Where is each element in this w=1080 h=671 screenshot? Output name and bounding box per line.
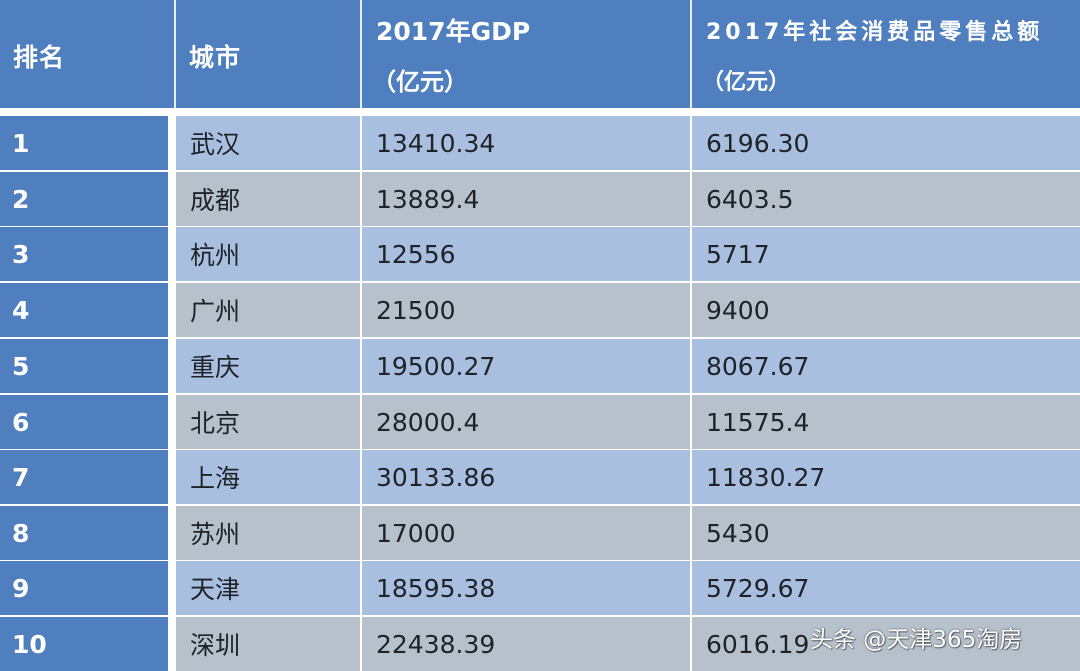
table-row: 7 上海 30133.86 11830.27: [0, 450, 1080, 504]
table-row: 3 杭州 12556 5717: [0, 227, 1080, 281]
retail-cell: 5729.67: [692, 561, 1080, 615]
city-cell: 上海: [176, 450, 360, 504]
rank-cell: 1: [0, 116, 168, 170]
rank-cell: 7: [0, 450, 168, 504]
header-gdp-title: 2017年GDP: [376, 17, 531, 46]
header-city-label: 城市: [189, 43, 242, 72]
table-row: 9 天津 18595.38 5729.67: [0, 561, 1080, 615]
city-cell: 杭州: [176, 227, 360, 281]
retail-cell: 5717: [692, 227, 1080, 281]
rank-cell: 4: [0, 283, 168, 337]
city-cell: 广州: [176, 283, 360, 337]
header-rank-label: 排名: [13, 43, 66, 72]
retail-cell: 5430: [692, 506, 1080, 560]
gdp-cell: 17000: [362, 506, 690, 560]
city-cell: 重庆: [176, 339, 360, 393]
header-gdp: 2017年GDP （亿元）: [360, 0, 690, 108]
city-cell: 天津: [176, 561, 360, 615]
table-row: 4 广州 21500 9400: [0, 283, 1080, 337]
table-row: 5 重庆 19500.27 8067.67: [0, 339, 1080, 393]
table-row: 2 成都 13889.4 6403.5: [0, 172, 1080, 226]
watermark: 头条 @天津365淘房: [810, 627, 1023, 653]
gdp-cell: 18595.38: [362, 561, 690, 615]
header-rank: 排名: [0, 0, 172, 108]
table-row: 1 武汉 13410.34 6196.30: [0, 116, 1080, 170]
city-cell: 北京: [176, 395, 360, 449]
gdp-cell: 30133.86: [362, 450, 690, 504]
retail-cell: 11575.4: [692, 395, 1080, 449]
header-city: 城市: [174, 0, 360, 108]
gdp-cell: 19500.27: [362, 339, 690, 393]
rank-cell: 6: [0, 395, 168, 449]
city-cell: 武汉: [176, 116, 360, 170]
rank-cell: 8: [0, 506, 168, 560]
retail-cell: 6403.5: [692, 172, 1080, 226]
gdp-cell: 21500: [362, 283, 690, 337]
gdp-cell: 12556: [362, 227, 690, 281]
city-cell: 成都: [176, 172, 360, 226]
header-gdp-unit: （亿元）: [372, 68, 468, 96]
header-retail-title: 2017年社会消费品零售总额: [706, 20, 1044, 45]
header-retail-unit: （亿元）: [702, 70, 791, 95]
table-row: 8 苏州 17000 5430: [0, 506, 1080, 560]
retail-cell: 6196.30: [692, 116, 1080, 170]
city-cell: 苏州: [176, 506, 360, 560]
gdp-cell: 22438.39: [362, 617, 690, 671]
gdp-cell: 28000.4: [362, 395, 690, 449]
rank-cell: 10: [0, 617, 168, 671]
table-header: 排名 城市 2017年GDP （亿元） 2017年社会消费品零售总额 （亿元）: [0, 0, 1080, 108]
city-cell: 深圳: [176, 617, 360, 671]
gdp-cell: 13410.34: [362, 116, 690, 170]
gdp-cell: 13889.4: [362, 172, 690, 226]
retail-cell: 11830.27: [692, 450, 1080, 504]
header-retail: 2017年社会消费品零售总额 （亿元）: [690, 0, 1080, 108]
rank-cell: 9: [0, 561, 168, 615]
rank-cell: 3: [0, 227, 168, 281]
table-row: 6 北京 28000.4 11575.4: [0, 395, 1080, 449]
rank-cell: 5: [0, 339, 168, 393]
retail-cell: 8067.67: [692, 339, 1080, 393]
retail-cell: 6016.19: [692, 617, 1080, 671]
table-row: 10 深圳 22438.39 6016.19: [0, 617, 1080, 671]
rank-cell: 2: [0, 172, 168, 226]
retail-cell: 9400: [692, 283, 1080, 337]
